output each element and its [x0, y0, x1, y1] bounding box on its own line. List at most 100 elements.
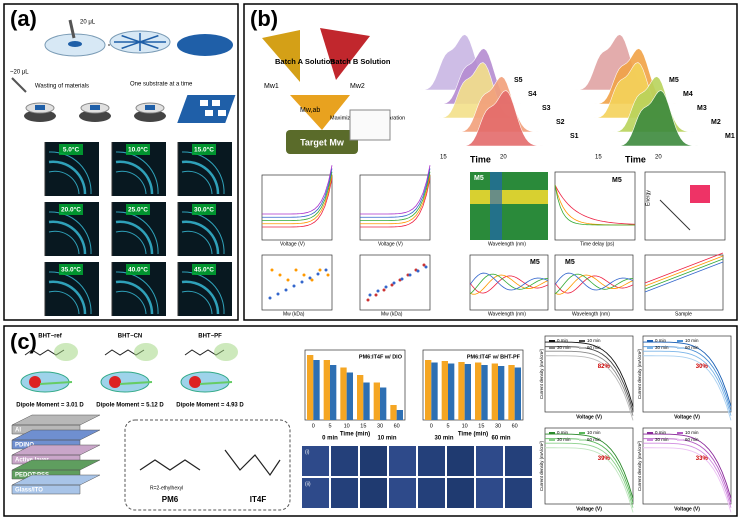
bar [464, 364, 471, 420]
substrate-chip [212, 100, 220, 106]
bar [396, 410, 403, 420]
film-photo [389, 478, 416, 508]
group-highlight [214, 343, 238, 361]
bar [373, 382, 380, 420]
legend-swatch [677, 439, 683, 441]
scattering-ring [181, 230, 213, 255]
label: 5 [446, 423, 449, 429]
label: M5 [669, 77, 679, 84]
structure-box [124, 419, 291, 511]
label: PM6:IT4F w/ DIO [359, 354, 403, 360]
label: S4 [528, 91, 537, 98]
label: IT4F [250, 495, 267, 504]
label: Dipole Moment = 4.93 D [176, 403, 244, 409]
scattering-ring [48, 280, 87, 315]
film-photo [418, 446, 445, 476]
dipole-end [29, 376, 41, 388]
scatter-point [292, 284, 296, 288]
bar [475, 362, 482, 420]
label: 15 [360, 423, 366, 429]
substrate-plate [177, 95, 236, 123]
label: Voltage (V) [280, 241, 305, 247]
scattering-ring [115, 220, 154, 255]
label: S2 [556, 119, 565, 126]
panel-label: (c) [10, 329, 37, 354]
label: Time [625, 154, 646, 164]
jv-curve [545, 350, 634, 416]
label: 20 [655, 155, 662, 161]
label: 82% [598, 364, 611, 370]
scatter-point [424, 265, 428, 269]
spectrum [469, 272, 549, 291]
label: S3 [542, 105, 551, 112]
scatter-point [318, 268, 322, 272]
group-highlight [54, 343, 78, 361]
plot-frame [422, 349, 524, 421]
label: 30 min [655, 345, 669, 350]
bar [380, 387, 387, 420]
label: 60 min [685, 345, 699, 350]
label: 33% [696, 456, 709, 462]
jv-curve [643, 433, 732, 499]
legend-swatch [647, 340, 653, 342]
scattering-ring [115, 211, 159, 255]
scattering-ring [48, 211, 92, 255]
label: Voltage (V) [576, 414, 602, 420]
film-photo [389, 446, 416, 476]
scatter-point [308, 276, 312, 280]
label: Mw2 [350, 83, 365, 90]
label: 5.0°C [63, 146, 80, 154]
spoke [139, 41, 159, 50]
spectrum [469, 274, 549, 295]
bar [357, 375, 364, 420]
ridge [465, 90, 566, 147]
bar [363, 382, 370, 420]
plot-frame [644, 171, 726, 241]
scattering-ring [181, 271, 225, 315]
label: M5 [474, 175, 484, 182]
substrate-chip [218, 110, 226, 116]
dish [177, 34, 233, 56]
label: Current density (mA/cm²) [637, 440, 642, 491]
legend-swatch [549, 347, 555, 349]
spinner [134, 110, 166, 122]
film [90, 105, 100, 110]
plot-frame [304, 349, 406, 421]
label: 15.0°C [194, 146, 214, 154]
jv-curve [262, 165, 333, 215]
film-photo [447, 478, 474, 508]
panel-label: (a) [10, 6, 37, 31]
legend-swatch [549, 439, 555, 441]
legend-swatch [677, 432, 683, 434]
spectrum [644, 261, 724, 293]
bar [431, 362, 438, 420]
plot-frame [261, 254, 333, 311]
ta-map [470, 172, 548, 240]
label: 39% [598, 456, 611, 462]
film-photo [331, 478, 358, 508]
bar [346, 372, 353, 420]
bar [340, 367, 347, 420]
scattering-ring [48, 220, 87, 255]
label: 60 min [491, 436, 510, 442]
label: Dipole Moment = 5.12 D [96, 403, 164, 409]
label: (i) [305, 449, 310, 455]
film-photo [447, 446, 474, 476]
inset-plot [349, 109, 391, 141]
device-layer [11, 459, 101, 480]
label: 30.0°C [194, 206, 214, 214]
ta-band [490, 172, 502, 240]
ridge [592, 62, 693, 119]
label: 60 [512, 423, 518, 429]
label: Voltage (V) [576, 506, 602, 512]
plot-frame [359, 174, 431, 241]
label: M5 [565, 259, 575, 266]
scattering-ring [115, 151, 159, 195]
scattering-ring [48, 230, 80, 255]
label: M2 [711, 119, 721, 126]
label: M4 [683, 91, 693, 98]
film-photo [331, 446, 358, 476]
label: Mw (kDa) [283, 311, 305, 317]
